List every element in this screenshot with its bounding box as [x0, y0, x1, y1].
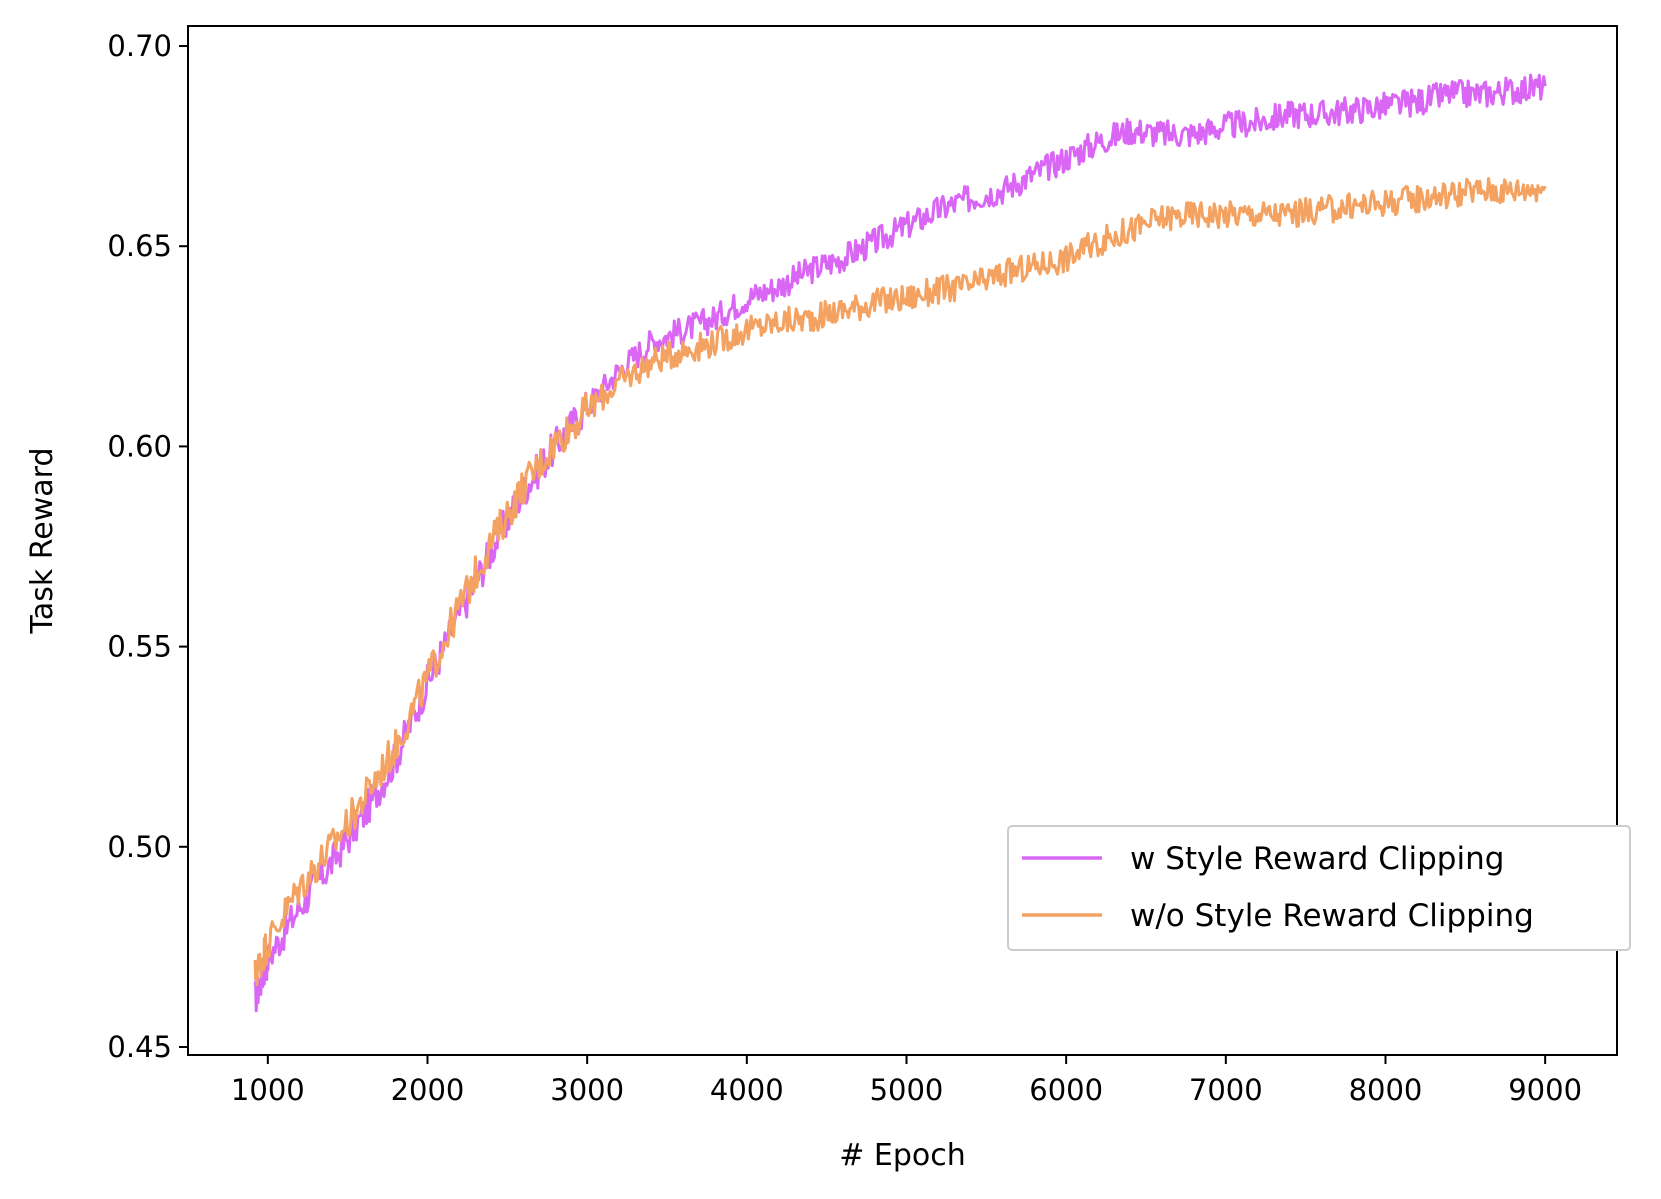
- x-tick-label: 4000: [710, 1073, 784, 1107]
- y-tick-label: 0.60: [107, 429, 172, 463]
- x-tick-label: 9000: [1508, 1073, 1582, 1107]
- x-tick-label: 2000: [391, 1073, 465, 1107]
- plot-frame: [187, 25, 1618, 1056]
- legend: w Style Reward Clipping w/o Style Reward…: [1007, 825, 1631, 951]
- x-tick-label: 1000: [231, 1073, 305, 1107]
- y-axis-label: Task Reward: [25, 447, 60, 634]
- x-tick-label: 6000: [1029, 1073, 1103, 1107]
- y-tick-label: 0.45: [107, 1030, 172, 1064]
- legend-label-w-clipping: w Style Reward Clipping: [1130, 841, 1504, 877]
- x-tick-label: 5000: [870, 1073, 944, 1107]
- series-layer: [253, 73, 1547, 1013]
- x-axis-label: # Epoch: [839, 1138, 966, 1173]
- y-tick-label: 0.65: [107, 229, 172, 263]
- x-tick-label: 8000: [1349, 1073, 1423, 1107]
- x-axis: 1000 2000 3000 4000 5000 6000 7000 8000 9000: [231, 1055, 1582, 1107]
- x-tick-label: 3000: [550, 1073, 624, 1107]
- legend-box: [1007, 825, 1631, 951]
- legend-label-wo-clipping: w/o Style Reward Clipping: [1130, 898, 1534, 934]
- y-tick-label: 0.50: [107, 830, 172, 864]
- y-axis: 0.45 0.50 0.55 0.60 0.65 0.70: [107, 29, 188, 1064]
- y-tick-label: 0.70: [107, 29, 172, 63]
- series-line-1: [253, 177, 1547, 986]
- y-tick-label: 0.55: [107, 630, 172, 664]
- x-tick-label: 7000: [1189, 1073, 1263, 1107]
